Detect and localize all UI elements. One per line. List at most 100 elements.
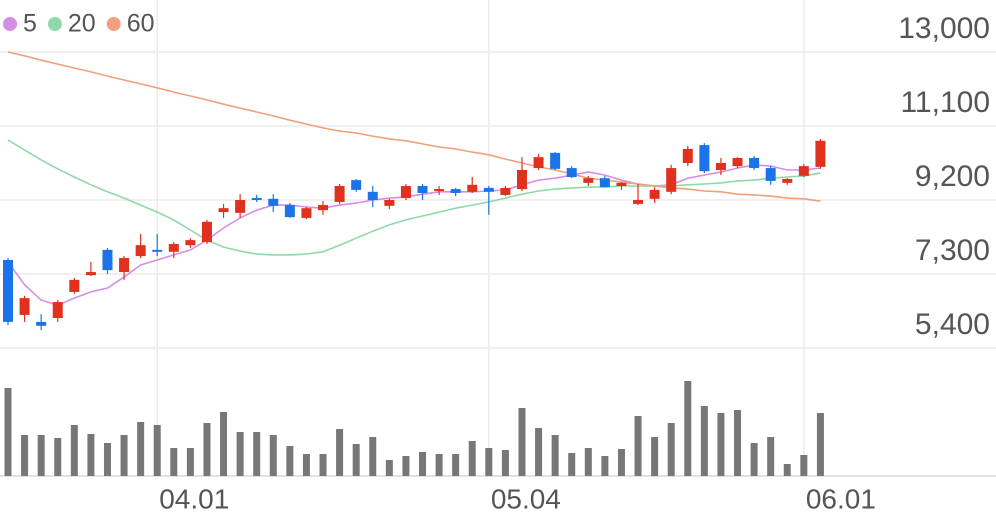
candle-body [666, 168, 677, 192]
x-tick-label: 05.04 [491, 483, 561, 514]
candle-body [583, 178, 594, 183]
candle-body [351, 180, 362, 190]
volume-bar [651, 437, 659, 476]
candle-body [268, 198, 279, 206]
volume-bar [402, 456, 410, 476]
volume-bar [170, 448, 178, 476]
volume-bar [468, 441, 476, 476]
volume-bar [518, 408, 526, 476]
candle-body [633, 200, 644, 204]
candle-body [284, 205, 295, 218]
y-tick-label: 7,300 [915, 234, 990, 267]
volume-bar [70, 425, 78, 476]
x-tick-label: 06.01 [806, 483, 876, 514]
volume-bar [551, 435, 559, 476]
candle-body [699, 145, 710, 172]
volume-bar [385, 460, 393, 476]
volume-bar [103, 443, 111, 476]
volume-bar [568, 453, 576, 476]
candle-body [19, 298, 30, 315]
candle-body [235, 200, 246, 213]
volume-bar [319, 454, 327, 476]
legend-label: 5 [23, 10, 37, 38]
volume-bar [717, 413, 725, 476]
volume-bar [87, 434, 95, 476]
candle-body [218, 208, 229, 213]
candle-body [599, 178, 610, 188]
volume-bar [783, 464, 791, 476]
candle-body [417, 185, 428, 193]
volume-bar [684, 381, 692, 476]
candle-body [119, 258, 130, 273]
legend-label: 60 [127, 10, 155, 38]
volume-bar [617, 449, 625, 476]
candle-body [732, 157, 743, 167]
candle-body [649, 189, 660, 199]
x-tick-label: 04.01 [159, 483, 229, 514]
volume-bar [700, 406, 708, 476]
candle-body [483, 187, 494, 192]
volume-bar [120, 435, 128, 476]
volume-bar [667, 423, 675, 476]
volume-bar [153, 425, 161, 476]
volume-bar [816, 413, 824, 476]
legend-swatch [47, 17, 62, 31]
y-tick-label: 9,200 [915, 160, 990, 193]
volume-bar [220, 412, 228, 476]
volume-bar [535, 428, 543, 476]
ma-line [7, 139, 821, 256]
candle-body [815, 140, 826, 167]
candle-body [3, 259, 13, 322]
volume-bar [203, 423, 211, 476]
legend-swatch [3, 17, 17, 31]
y-tick-label: 5,400 [915, 308, 990, 341]
candle-body [152, 249, 163, 252]
candle-body [251, 198, 262, 200]
volume-bar [186, 448, 194, 476]
volume-bar [137, 422, 145, 476]
volume-bar [767, 437, 775, 476]
candle-body [566, 168, 577, 178]
candle-body [52, 302, 63, 319]
candle-body [500, 187, 511, 195]
volume-bar [269, 435, 277, 476]
candle-body [516, 170, 527, 190]
volume-bar [419, 452, 426, 476]
candle-body [36, 321, 47, 326]
volume-bar [236, 432, 244, 476]
candle-body [185, 240, 196, 246]
volume-bar [352, 444, 360, 476]
candle-body [715, 163, 726, 171]
volume-bar [286, 446, 294, 476]
candle-body [318, 205, 329, 211]
candle-body [201, 221, 212, 243]
volume-bar [336, 429, 344, 476]
candle-body [384, 200, 395, 206]
candle-body [782, 178, 793, 183]
candle-body [798, 166, 809, 176]
volume-bar [485, 448, 493, 476]
candle-body [367, 191, 378, 200]
candle-body [434, 189, 445, 192]
volume-bar [601, 456, 609, 476]
candle-body [102, 249, 113, 271]
volume-bar [435, 454, 443, 476]
volume-bar [501, 450, 509, 476]
volume-bar [4, 388, 12, 476]
volume-bar [253, 432, 261, 476]
candle-body [301, 208, 312, 218]
candle-body [69, 279, 80, 292]
volume-bar [734, 410, 742, 476]
candle-body [533, 157, 544, 169]
y-tick-label: 13,000 [898, 12, 990, 45]
candle-body [334, 185, 345, 202]
candle-body [467, 184, 478, 192]
volume-bar [584, 448, 592, 476]
volume-bar [452, 454, 460, 476]
candle-body [749, 157, 760, 169]
candle-body [400, 185, 411, 199]
volume-bar [302, 454, 310, 476]
candle-body [550, 152, 561, 169]
volume-bar [369, 437, 377, 476]
